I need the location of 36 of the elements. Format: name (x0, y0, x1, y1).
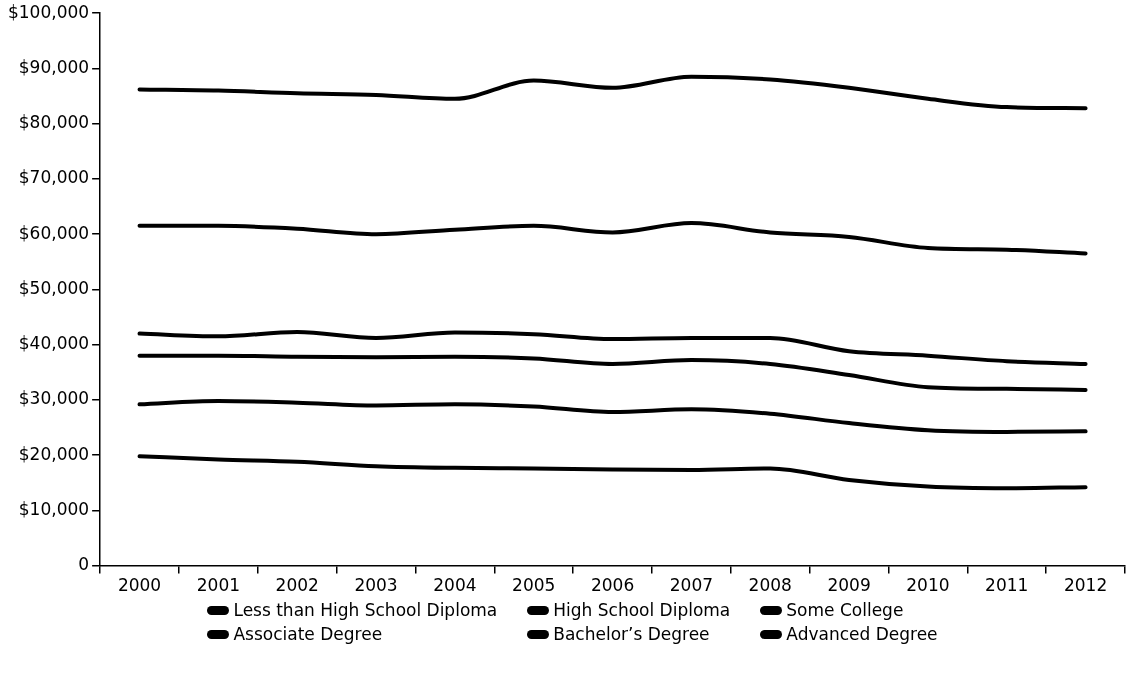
x-tick-label: 2009 (827, 575, 871, 596)
x-tick-label: 2010 (906, 575, 950, 596)
y-tick-label: $90,000 (18, 56, 90, 77)
legend-label: Associate Degree (233, 624, 383, 644)
x-tick-label: 2008 (748, 575, 792, 596)
x-tick-label: 2011 (985, 575, 1029, 596)
x-tick-label: 2002 (275, 575, 319, 596)
x-tick-label: 2003 (354, 575, 398, 596)
y-tick-label: $40,000 (18, 333, 90, 354)
y-tick-label: 0 (78, 554, 90, 575)
line-series (137, 353, 1088, 392)
y-tick-label: $60,000 (18, 222, 90, 243)
legend-label: Some College (786, 600, 904, 620)
x-tick-label: 2005 (512, 575, 556, 596)
legend-label: Advanced Degree (786, 624, 938, 644)
line-series (137, 74, 1088, 111)
line-series (137, 221, 1088, 256)
x-tick-label: 2000 (117, 575, 162, 596)
y-tick-label: $10,000 (18, 498, 90, 519)
legend-label: Less than High School Diploma (233, 600, 498, 620)
line-series (137, 398, 1088, 434)
x-tick-label: 2006 (590, 575, 635, 596)
y-tick-label: $80,000 (18, 112, 90, 133)
line-series (137, 329, 1088, 366)
y-tick-label: $70,000 (18, 167, 90, 188)
x-tick-label: 2007 (669, 575, 714, 596)
y-tick-label: $100,000 (7, 1, 90, 22)
y-tick-label: $50,000 (18, 277, 90, 298)
y-tick-label: $30,000 (18, 388, 90, 409)
line-series (137, 454, 1088, 491)
y-tick-label: $20,000 (18, 443, 90, 464)
legend-label: High School Diploma (553, 600, 731, 620)
x-tick-label: 2004 (433, 575, 477, 596)
x-tick-label: 2001 (196, 575, 240, 596)
legend-label: Bachelor’s Degree (553, 624, 710, 644)
x-tick-label: 2012 (1063, 575, 1108, 596)
